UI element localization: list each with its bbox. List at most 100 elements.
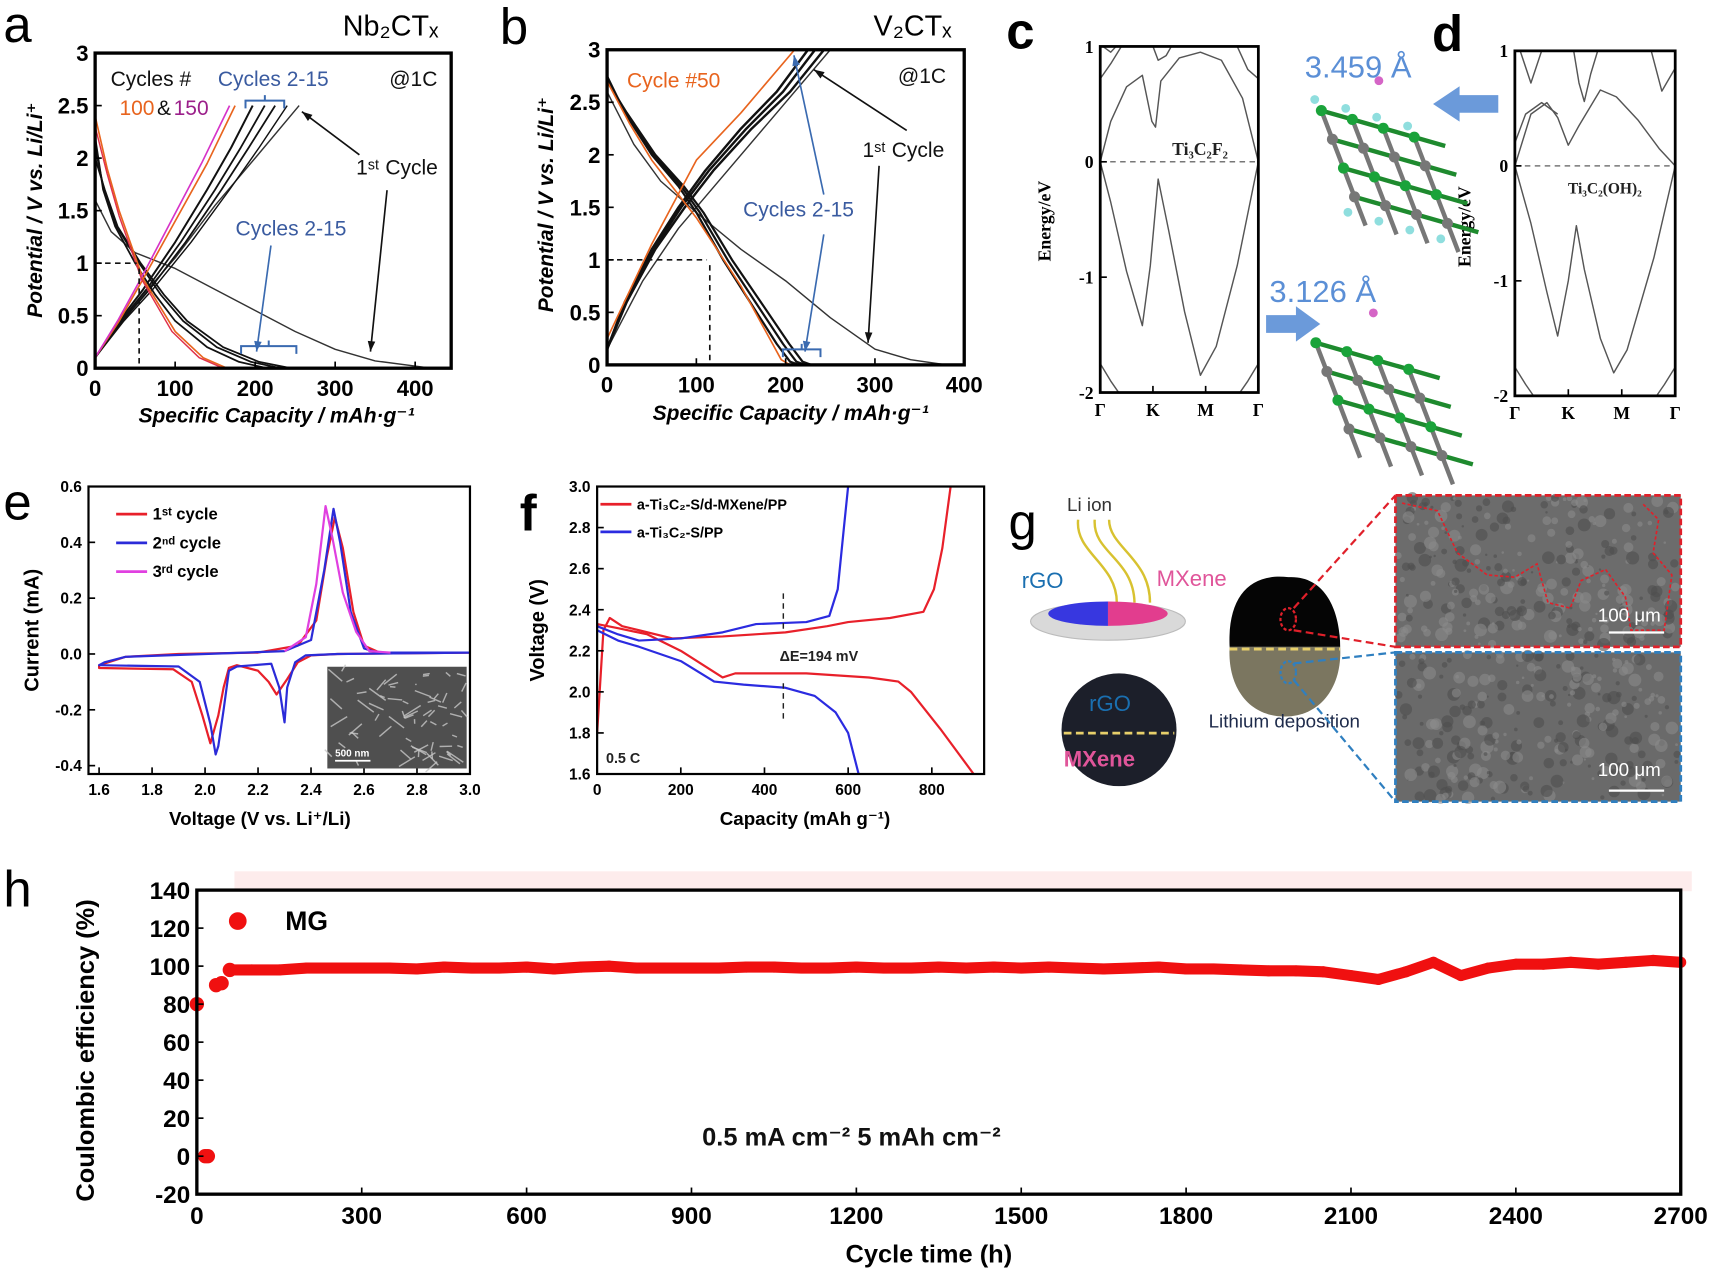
- sem-texture: [1626, 551, 1640, 565]
- sem-texture: [1647, 607, 1656, 616]
- data-point: [658, 962, 670, 974]
- x-tick-label: 2700: [1654, 1203, 1708, 1230]
- sem-texture: [1474, 558, 1481, 565]
- sem-texture: [1463, 715, 1476, 729]
- deposited-disc-top: [1229, 576, 1341, 647]
- x-tick-label: 2100: [1324, 1203, 1378, 1230]
- atom: [1332, 394, 1344, 406]
- x-tick-label: 0: [593, 782, 602, 799]
- series-line: [606, 80, 812, 366]
- sem-texture: [1576, 714, 1590, 728]
- annotation-arrow: [804, 234, 825, 352]
- y-tick-label: -2: [1079, 383, 1094, 403]
- rgo-label-disc: rGO: [1089, 691, 1131, 716]
- sem-texture: [1536, 691, 1546, 702]
- sem-fiber: [446, 750, 464, 763]
- sem-texture: [1526, 579, 1530, 582]
- data-point: [795, 962, 807, 974]
- annotation-arrow: [369, 190, 388, 352]
- sem-texture: [1420, 625, 1428, 632]
- sem-texture: [1542, 516, 1552, 526]
- mxene-label-disc: MXene: [1064, 746, 1135, 771]
- rgo-label-top: rGO: [1022, 568, 1064, 593]
- x-tick-label: Γ: [1670, 403, 1681, 423]
- sem-texture: [1470, 544, 1482, 556]
- sem-texture: [1615, 595, 1625, 604]
- sem-texture: [1439, 730, 1444, 736]
- sem-texture: [1619, 583, 1632, 596]
- sem-texture: [1494, 606, 1505, 617]
- sem-texture: [1399, 703, 1413, 716]
- sem-fiber: [430, 741, 434, 751]
- annotation: Cycles 2-15: [236, 218, 347, 241]
- x-tick-label: 0: [89, 376, 101, 401]
- sem-texture: [1454, 499, 1462, 507]
- sem-texture: [1430, 580, 1436, 586]
- sem-texture: [1584, 703, 1595, 714]
- sem-texture: [1451, 577, 1460, 586]
- sem-texture: [1486, 770, 1491, 775]
- y-tick-label: 2: [76, 146, 88, 171]
- sem-texture: [1583, 639, 1588, 645]
- annotation: Cycle #50: [627, 69, 720, 92]
- sem-texture: [1509, 609, 1521, 622]
- sem-fiber: [446, 753, 461, 765]
- sem-texture: [1605, 724, 1619, 738]
- sem-texture: [1530, 683, 1534, 687]
- sem-texture: [1598, 722, 1608, 731]
- sem-texture: [1598, 568, 1602, 571]
- x-tick-label: 1.6: [88, 782, 110, 799]
- y-tick-label: 0: [76, 356, 88, 381]
- sem-texture: [1588, 516, 1596, 523]
- x-tick-label: K: [1561, 403, 1575, 423]
- sem-texture: [1461, 525, 1465, 528]
- sem-texture: [1578, 737, 1590, 749]
- sem-texture: [1529, 776, 1534, 781]
- sem-texture: [1638, 687, 1643, 692]
- x-tick-label: 0: [601, 373, 613, 398]
- series-line: [94, 126, 224, 369]
- sem-texture: [1426, 718, 1437, 730]
- sem-texture: [1412, 737, 1425, 750]
- sem-fiber: [414, 689, 432, 698]
- sem-texture: [1612, 668, 1618, 673]
- y-tick-label: 140: [150, 878, 191, 905]
- sem-texture: [1549, 694, 1554, 699]
- y-tick-label: -20: [155, 1182, 190, 1209]
- sem-texture: [1503, 568, 1508, 574]
- data-point: [1537, 958, 1549, 970]
- data-point: [1290, 965, 1302, 977]
- arrowhead: [792, 55, 800, 67]
- panel-label-c: c: [1006, 3, 1034, 60]
- data-point: [222, 962, 238, 978]
- sem-texture: [1441, 548, 1448, 555]
- sem-texture: [1591, 682, 1601, 693]
- series-line: [94, 105, 276, 359]
- sem-texture: [1661, 775, 1673, 787]
- sem-texture: [1650, 692, 1656, 698]
- sem-texture: [1657, 696, 1666, 704]
- data-point: [1098, 963, 1110, 975]
- sem-texture: [1642, 760, 1653, 771]
- sem-texture: [1615, 770, 1620, 774]
- sem-texture: [1406, 677, 1417, 688]
- sem-fiber: [426, 752, 439, 766]
- sem-texture: [1601, 554, 1606, 559]
- atom: [1315, 105, 1327, 117]
- sem-texture: [1615, 681, 1620, 686]
- sem-texture: [1402, 714, 1408, 720]
- data-point: [1400, 966, 1412, 978]
- sem-texture: [1612, 658, 1623, 669]
- sem-texture: [1662, 506, 1674, 518]
- sem-texture: [1444, 612, 1455, 622]
- atom: [1343, 207, 1353, 217]
- sem-texture: [1454, 589, 1458, 593]
- series-line: [596, 486, 952, 734]
- series-line: [94, 105, 236, 359]
- sem-texture: [1670, 582, 1680, 592]
- y-tick-label: 0: [588, 353, 600, 378]
- y-tick-label: -2: [1494, 386, 1509, 406]
- plot-frame: [1513, 49, 1677, 398]
